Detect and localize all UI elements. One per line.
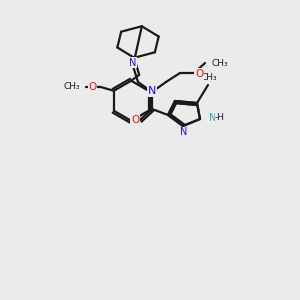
Text: CH₃: CH₃: [212, 58, 229, 68]
Text: -H: -H: [215, 113, 225, 122]
Text: N: N: [180, 127, 188, 137]
Text: CH₃: CH₃: [201, 74, 217, 82]
Text: O: O: [131, 115, 139, 125]
Text: O: O: [195, 69, 203, 79]
Text: O: O: [88, 82, 97, 92]
Text: N: N: [148, 86, 156, 96]
Text: N: N: [130, 58, 137, 68]
Text: N: N: [209, 113, 216, 123]
Text: CH₃: CH₃: [63, 82, 80, 91]
